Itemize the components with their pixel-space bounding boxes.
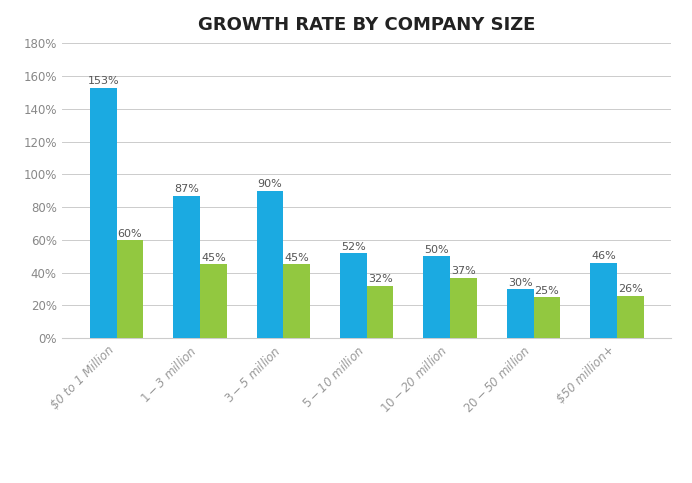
Bar [367,286,394,338]
Bar [534,297,561,338]
Text: 153%: 153% [87,76,119,86]
Bar [617,296,644,338]
Bar [90,87,117,338]
Bar [117,240,143,338]
Text: 60%: 60% [118,228,143,239]
Text: 25%: 25% [534,286,559,296]
Bar [200,264,227,338]
Title: GROWTH RATE BY COMPANY SIZE: GROWTH RATE BY COMPANY SIZE [198,15,536,34]
Bar [450,278,477,338]
Bar [173,196,200,338]
Text: 30%: 30% [508,278,532,288]
Text: 45%: 45% [201,253,226,263]
Bar [424,256,450,338]
Text: 52%: 52% [341,242,366,252]
Text: 87%: 87% [174,185,199,194]
Bar [257,191,284,338]
Text: 32%: 32% [367,274,392,284]
Bar [340,253,367,338]
Text: 46%: 46% [591,252,616,261]
Bar [507,289,534,338]
Text: 90%: 90% [257,180,282,189]
Text: 45%: 45% [284,253,309,263]
Text: 26%: 26% [618,284,643,294]
Text: 37%: 37% [451,266,476,276]
Text: 50%: 50% [424,245,449,255]
Bar [590,263,617,338]
Bar [284,264,310,338]
